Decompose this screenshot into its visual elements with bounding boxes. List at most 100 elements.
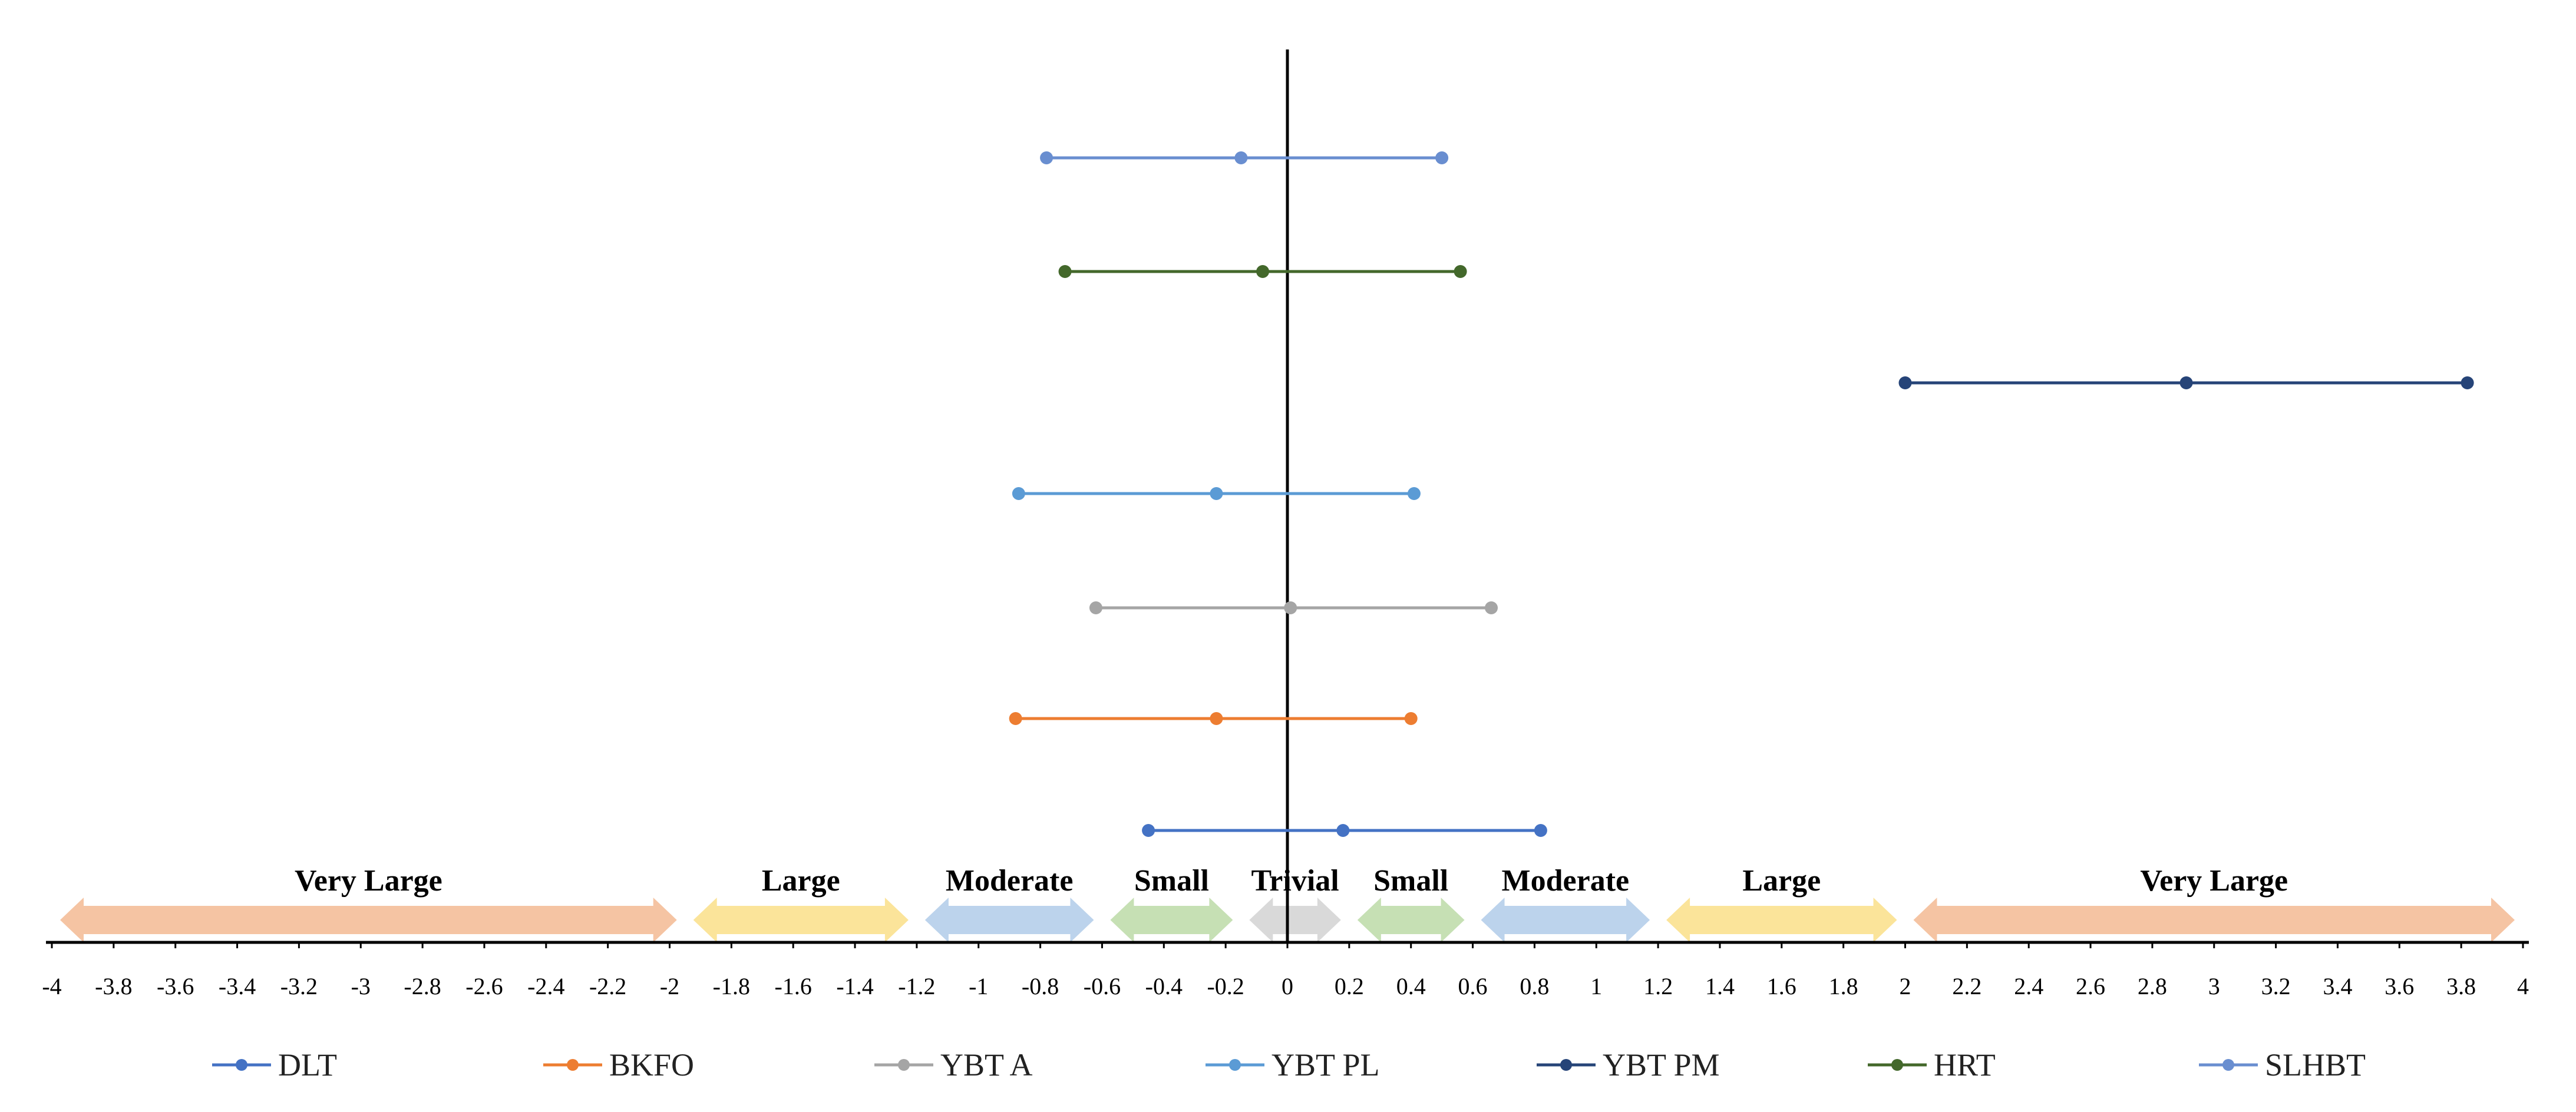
tick-label-37: 3.4 bbox=[2323, 973, 2352, 1000]
band-arrow-8 bbox=[1913, 898, 2515, 942]
legend-label-2: YBT A bbox=[940, 1047, 1033, 1083]
legend-label-1: BKFO bbox=[609, 1047, 694, 1083]
legend-marker-4 bbox=[1560, 1059, 1572, 1071]
tick-label-9: -2.2 bbox=[589, 973, 626, 1000]
legend-label-3: YBT PL bbox=[1272, 1047, 1380, 1083]
legend-label-6: SLHBT bbox=[2265, 1047, 2366, 1083]
tick-label-23: 0.6 bbox=[1458, 973, 1488, 1000]
series-lines bbox=[1009, 151, 2474, 837]
series-marker-dlt-point bbox=[1336, 824, 1350, 837]
legend-marker-6 bbox=[2222, 1059, 2234, 1071]
tick-label-22: 0.4 bbox=[1396, 973, 1426, 1000]
tick-label-15: -1 bbox=[969, 973, 988, 1000]
series-marker-ybt-pm-low bbox=[1898, 376, 1912, 389]
tick-label-27: 1.4 bbox=[1705, 973, 1735, 1000]
legend-label-4: YBT PM bbox=[1603, 1047, 1720, 1083]
tick-label-25: 1 bbox=[1590, 973, 1602, 1000]
legend-marker-1 bbox=[567, 1059, 579, 1071]
legend-marker-2 bbox=[898, 1059, 910, 1071]
tick-label-20: 0 bbox=[1282, 973, 1293, 1000]
band-label-6: Moderate bbox=[1502, 864, 1630, 898]
band-arrow-4 bbox=[1249, 898, 1341, 942]
tick-label-24: 0.8 bbox=[1520, 973, 1549, 1000]
series-marker-ybt-pm-high bbox=[2461, 376, 2474, 389]
series-marker-dlt-high bbox=[1534, 824, 1547, 837]
band-label-5: Small bbox=[1373, 864, 1448, 898]
series-marker-ybt-a-high bbox=[1485, 601, 1498, 614]
tick-label-18: -0.4 bbox=[1145, 973, 1183, 1000]
tick-label-5: -3 bbox=[351, 973, 371, 1000]
band-label-7: Large bbox=[1742, 864, 1821, 898]
tick-label-0: -4 bbox=[42, 973, 61, 1000]
tick-label-1: -3.8 bbox=[95, 973, 132, 1000]
tick-label-31: 2.2 bbox=[1952, 973, 1981, 1000]
legend-label-5: HRT bbox=[1934, 1047, 1996, 1083]
series-marker-bkfo-high bbox=[1404, 712, 1418, 725]
band-arrow-0 bbox=[60, 898, 677, 942]
tick-label-21: 0.2 bbox=[1335, 973, 1364, 1000]
band-label-8: Very Large bbox=[2140, 864, 2288, 898]
tick-label-3: -3.4 bbox=[219, 973, 256, 1000]
band-label-4: Trivial bbox=[1251, 864, 1339, 898]
tick-label-2: -3.6 bbox=[157, 973, 194, 1000]
series-marker-ybt-pl-high bbox=[1407, 487, 1421, 500]
tick-label-8: -2.4 bbox=[527, 973, 564, 1000]
tick-label-11: -1.8 bbox=[713, 973, 750, 1000]
band-arrow-3 bbox=[1110, 898, 1233, 942]
series-marker-dlt-low bbox=[1142, 824, 1155, 837]
band-label-3: Small bbox=[1134, 864, 1209, 898]
band-label-1: Large bbox=[762, 864, 840, 898]
series-marker-hrt-point bbox=[1256, 265, 1270, 278]
band-arrow-6 bbox=[1481, 898, 1650, 942]
tick-label-14: -1.2 bbox=[898, 973, 935, 1000]
tick-label-13: -1.4 bbox=[836, 973, 873, 1000]
tick-label-29: 1.8 bbox=[1829, 973, 1858, 1000]
band-arrow-5 bbox=[1357, 898, 1465, 942]
tick-label-6: -2.8 bbox=[404, 973, 441, 1000]
tick-label-10: -2 bbox=[660, 973, 679, 1000]
series-marker-ybt-pm-point bbox=[2179, 376, 2193, 389]
series-marker-ybt-a-low bbox=[1089, 601, 1102, 614]
series-marker-hrt-high bbox=[1454, 265, 1467, 278]
series-marker-bkfo-point bbox=[1210, 712, 1223, 725]
tick-label-30: 2 bbox=[1900, 973, 1911, 1000]
axes bbox=[46, 49, 2529, 944]
x-tick-labels: -4 -3.8 -3.6 -3.4 -3.2 -3 -2.8 -2.6 -2.4 -2.2 -2 -1… bbox=[42, 942, 2529, 1000]
legend-label-0: DLT bbox=[278, 1047, 337, 1083]
tick-label-17: -0.6 bbox=[1084, 973, 1121, 1000]
tick-label-12: -1.6 bbox=[775, 973, 812, 1000]
legend-marker-0 bbox=[236, 1059, 247, 1071]
series-marker-slhbt-high bbox=[1435, 151, 1449, 164]
legend-marker-3 bbox=[1229, 1059, 1241, 1071]
magnitude-bands: Very Large Large Moderate Small Trivial Small… bbox=[60, 864, 2515, 942]
tick-label-33: 2.6 bbox=[2076, 973, 2105, 1000]
tick-label-28: 1.6 bbox=[1767, 973, 1796, 1000]
band-label-0: Very Large bbox=[295, 864, 442, 898]
series-marker-ybt-a-point bbox=[1284, 601, 1297, 614]
series-marker-hrt-low bbox=[1058, 265, 1072, 278]
legend: DLT BKFO YBT A YBT PL YBT PM HRT SLHBT bbox=[212, 1047, 2366, 1083]
legend-marker-5 bbox=[1891, 1059, 1903, 1071]
tick-label-36: 3.2 bbox=[2261, 973, 2291, 1000]
tick-label-35: 3 bbox=[2208, 973, 2220, 1000]
series-marker-ybt-pl-point bbox=[1210, 487, 1223, 500]
tick-label-4: -3.2 bbox=[280, 973, 318, 1000]
band-label-2: Moderate bbox=[946, 864, 1074, 898]
band-arrow-1 bbox=[693, 898, 909, 942]
series-marker-slhbt-point bbox=[1234, 151, 1248, 164]
tick-label-7: -2.6 bbox=[465, 973, 503, 1000]
tick-label-19: -0.2 bbox=[1207, 973, 1244, 1000]
tick-label-26: 1.2 bbox=[1643, 973, 1673, 1000]
tick-label-40: 4 bbox=[2517, 973, 2529, 1000]
tick-label-34: 2.8 bbox=[2138, 973, 2167, 1000]
series-marker-bkfo-low bbox=[1009, 712, 1022, 725]
tick-label-16: -0.8 bbox=[1022, 973, 1059, 1000]
tick-label-32: 2.4 bbox=[2014, 973, 2043, 1000]
tick-label-38: 3.6 bbox=[2385, 973, 2414, 1000]
band-arrow-2 bbox=[924, 898, 1094, 942]
band-arrow-7 bbox=[1666, 898, 1897, 942]
series-marker-slhbt-low bbox=[1040, 151, 1053, 164]
tick-label-39: 3.8 bbox=[2446, 973, 2476, 1000]
series-marker-ybt-pl-low bbox=[1012, 487, 1025, 500]
